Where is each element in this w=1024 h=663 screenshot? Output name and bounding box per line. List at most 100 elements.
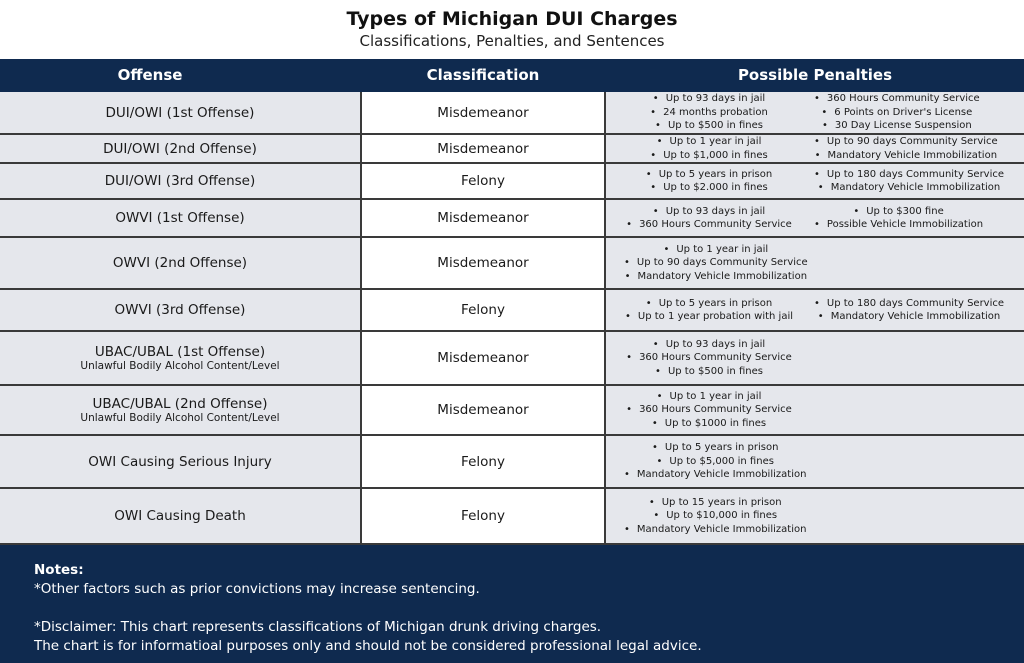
penalty-item: Up to $300 fine — [814, 205, 983, 219]
penalty-item: Up to 1 year in jail — [624, 243, 808, 257]
penalty-item: Mandatory Vehicle Immobilization — [814, 310, 1004, 324]
offense-cell: UBAC/UBAL (1st Offense) Unlawful Bodily A… — [0, 332, 360, 384]
penalty-item: Up to $1000 in fines — [624, 417, 794, 431]
penalty-item: Possible Vehicle Immobilization — [814, 218, 983, 232]
table-row: OWVI (3rd Offense) Felony Up to 5 years in… — [0, 290, 1024, 332]
table-row: OWVI (2nd Offense) Misdemeanor Up to 1 yea… — [0, 238, 1024, 290]
offense-cell: OWVI (1st Offense) — [0, 200, 360, 236]
offense-name: OWVI (2nd Offense) — [112, 255, 248, 271]
classification-cell: Felony — [360, 436, 606, 487]
penalties-cell: Up to 1 year in jail360 Hours Community … — [606, 386, 1024, 434]
table-row: OWI Causing Serious Injury Felony Up to 5 … — [0, 436, 1024, 489]
penalty-list: Up to 180 days Community ServiceMandator… — [814, 168, 1004, 195]
penalty-item: 360 Hours Community Service — [624, 351, 794, 365]
penalties-cell: Up to 15 years in prisonUp to $10,000 in… — [606, 489, 1024, 543]
penalty-item: Up to 93 days in jail — [624, 205, 794, 219]
classification-cell: Felony — [360, 290, 606, 330]
classification-cell: Misdemeanor — [360, 386, 606, 434]
disclaimer-line: *Disclaimer: This chart represents class… — [34, 619, 602, 635]
penalty-list: Up to 5 years in prisonUp to $5,000 in f… — [624, 441, 807, 482]
penalties-cell: Up to 93 days in jail360 Hours Community… — [606, 200, 1024, 236]
classification-cell: Felony — [360, 164, 606, 198]
classification-cell: Misdemeanor — [360, 200, 606, 236]
classification-cell: Misdemeanor — [360, 135, 606, 162]
offense-name: DUI/OWI (3rd Offense) — [104, 173, 256, 189]
offense-name: OWI Causing Death — [114, 508, 246, 524]
penalty-item: 24 months probation — [624, 106, 794, 120]
page-title: Types of Michigan DUI Charges — [346, 8, 678, 30]
penalty-list: Up to $300 finePossible Vehicle Immobili… — [814, 205, 983, 232]
classification: Misdemeanor — [437, 350, 529, 366]
classification: Felony — [461, 453, 505, 470]
penalty-item: Up to 1 year in jail — [624, 390, 794, 404]
offense-name: DUI/OWI (2nd Offense) — [103, 140, 257, 157]
classification: Misdemeanor — [437, 255, 529, 271]
penalty-item: 30 Day License Suspension — [814, 119, 980, 133]
offense-cell: DUI/OWI (3rd Offense) — [0, 164, 360, 198]
offense-subtitle: Unlawful Bodily Alcohol Content/Level — [80, 360, 280, 372]
header-classification: Classification — [426, 66, 540, 84]
penalty-item: Up to 1 year in jail — [624, 135, 794, 149]
table-row: DUI/OWI (3rd Offense) Felony Up to 5 years… — [0, 164, 1024, 200]
offense-name: OWVI (1st Offense) — [115, 210, 245, 226]
penalty-item: Mandatory Vehicle Immobilization — [814, 181, 1004, 195]
penalty-item: 360 Hours Community Service — [624, 218, 794, 232]
offense-cell: OWI Causing Death — [0, 489, 360, 543]
penalty-item: Up to $1,000 in fines — [624, 149, 794, 163]
penalties-cell: Up to 1 year in jailUp to $1,000 in fine… — [606, 135, 1024, 162]
penalty-item: Mandatory Vehicle Immobilization — [814, 149, 998, 163]
offense-cell: OWI Causing Serious Injury — [0, 436, 360, 487]
penalty-list: Up to 1 year in jailUp to 90 days Commun… — [624, 243, 808, 284]
penalty-item: Up to 93 days in jail — [624, 92, 794, 106]
offense-name: DUI/OWI (1st Offense) — [105, 104, 255, 121]
offense-cell: OWVI (3rd Offense) — [0, 290, 360, 330]
penalty-item: Up to 5 years in prison — [624, 441, 806, 455]
penalty-item: Mandatory Vehicle Immobilization — [624, 270, 808, 284]
penalty-item: 360 Hours Community Service — [814, 92, 980, 106]
table-row: UBAC/UBAL (1st Offense) Unlawful Bodily A… — [0, 332, 1024, 386]
offense-cell: OWVI (2nd Offense) — [0, 238, 360, 288]
penalties-cell: Up to 93 days in jail24 months probation… — [606, 92, 1024, 133]
penalty-item: Up to $500 in fines — [624, 365, 794, 379]
penalties-cell: Up to 5 years in prisonUp to 1 year prob… — [606, 290, 1024, 330]
penalty-list: Up to 93 days in jail24 months probation… — [624, 92, 794, 133]
penalty-item: Up to $10,000 in fines — [624, 509, 806, 523]
penalty-item: Up to $2.000 in fines — [624, 181, 794, 195]
classification: Misdemeanor — [437, 402, 529, 418]
penalty-item: Up to 180 days Community Service — [814, 297, 1004, 311]
penalty-item: Up to $500 in fines — [624, 119, 794, 133]
penalties-cell: Up to 93 days in jail360 Hours Community… — [606, 332, 1024, 384]
classification: Misdemeanor — [437, 210, 529, 226]
penalty-item: Up to 90 days Community Service — [624, 256, 808, 270]
classification: Felony — [461, 508, 505, 524]
penalty-list: Up to 93 days in jail360 Hours Community… — [624, 338, 794, 379]
penalty-list: Up to 180 days Community ServiceMandator… — [814, 297, 1004, 324]
penalty-list: Up to 5 years in prisonUp to $2.000 in f… — [624, 168, 794, 195]
penalty-item: Up to $5,000 in fines — [624, 455, 806, 469]
penalty-list: 360 Hours Community Service6 Points on D… — [814, 92, 980, 133]
penalty-item: 6 Points on Driver's License — [814, 106, 980, 120]
penalty-item: Up to 180 days Community Service — [814, 168, 1004, 182]
penalty-item: Up to 5 years in prison — [624, 297, 794, 311]
notes-footer: Notes: *Other factors such as prior conv… — [0, 545, 1024, 663]
penalty-item: Up to 93 days in jail — [624, 338, 794, 352]
penalty-list: Up to 15 years in prisonUp to $10,000 in… — [624, 496, 807, 537]
offense-cell: DUI/OWI (2nd Offense) — [0, 135, 360, 162]
offense-cell: UBAC/UBAL (2nd Offense) Unlawful Bodily A… — [0, 386, 360, 434]
penalty-list: Up to 1 year in jail360 Hours Community … — [624, 390, 794, 431]
penalty-item: 360 Hours Community Service — [624, 403, 794, 417]
table-row: UBAC/UBAL (2nd Offense) Unlawful Bodily A… — [0, 386, 1024, 436]
offense-subtitle: Unlawful Bodily Alcohol Content/Level — [80, 412, 280, 424]
table-row: OWI Causing Death Felony Up to 15 years in… — [0, 489, 1024, 545]
penalties-cell: Up to 5 years in prisonUp to $2.000 in f… — [606, 164, 1024, 198]
table-row: DUI/OWI (2nd Offense) Misdemeanor Up to 1 … — [0, 135, 1024, 164]
classification: Misdemeanor — [437, 140, 529, 157]
page-subtitle: Classifications, Penalties, and Sentence… — [359, 32, 665, 50]
note-line: *Other factors such as prior convictions… — [34, 581, 480, 597]
notes-heading: Notes: — [34, 562, 84, 578]
penalty-item: Up to 5 years in prison — [624, 168, 794, 182]
table-header: Offense Classification Possible Penaltie… — [0, 59, 1024, 92]
penalty-item: Up to 15 years in prison — [624, 496, 806, 510]
classification: Felony — [461, 173, 505, 189]
offense-name: UBAC/UBAL (2nd Offense) — [92, 396, 268, 412]
